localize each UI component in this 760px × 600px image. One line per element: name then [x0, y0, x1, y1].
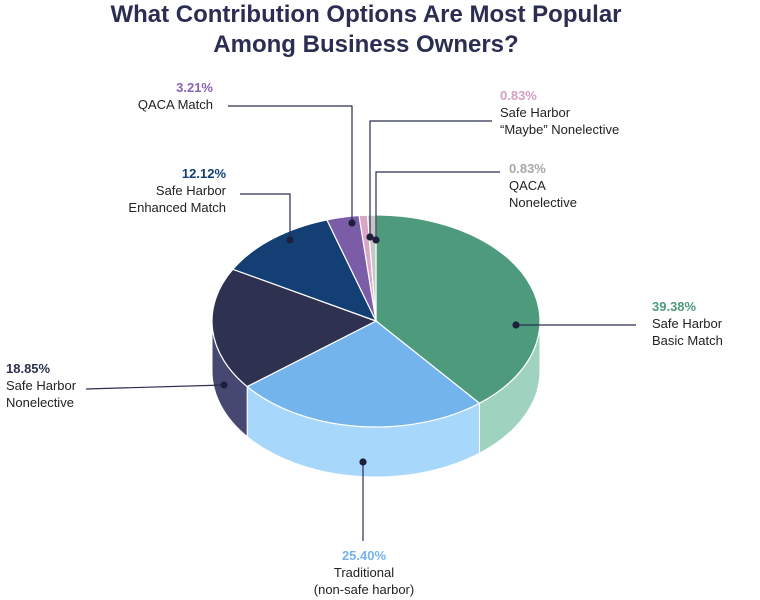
slice-percent-safe-harbor-nonelective: 18.85% [6, 361, 51, 376]
leader-dot-safe-harbor-enhanced-match [286, 236, 294, 244]
leader-dot-safe-harbor-nonelective [220, 381, 228, 389]
slice-label-safe-harbor-maybe-nonelective-line-1: Safe Harbor [500, 105, 571, 120]
slice-labels: 39.38% Safe Harbor Basic Match 25.40% Tradit… [6, 80, 723, 597]
slice-label-safe-harbor-enhanced-match-line-2: Enhanced Match [128, 200, 226, 215]
leader-dot-qaca-match [348, 219, 356, 227]
leader-line-safe-harbor-enhanced-match [240, 193, 291, 240]
slice-label-traditional-non-safe-harbor-line-2: (non-safe harbor) [314, 582, 414, 597]
slice-label-safe-harbor-maybe-nonelective-line-2: “Maybe” Nonelective [500, 122, 619, 137]
leader-line-safe-harbor-maybe-nonelective [369, 120, 492, 237]
slice-label-safe-harbor-enhanced-match-line-1: Safe Harbor [156, 183, 227, 198]
pie-slice-safe-harbor-enhanced-match [231, 219, 378, 323]
slice-percent-qaca-match: 3.21% [176, 80, 213, 95]
pie-slices [211, 214, 541, 428]
pie-slice-safe-harbor-basic-match [375, 214, 541, 404]
chart-title-line-1: What Contribution Options Are Most Popul… [110, 1, 621, 28]
leader-dot-qaca-nonelective [372, 236, 380, 244]
chart-title-line-2: Among Business Owners? [213, 31, 518, 58]
slice-label-traditional-non-safe-harbor-line-1: Traditional [334, 565, 394, 580]
leader-line-qaca-match [228, 105, 353, 223]
leader-dot-safe-harbor-basic-match [512, 321, 520, 329]
leader-line-safe-harbor-nonelective [85, 384, 225, 390]
slice-percent-safe-harbor-maybe-nonelective: 0.83% [500, 88, 537, 103]
pie-slice-traditional-non-safe-harbor [246, 320, 481, 428]
slice-label-safe-harbor-nonelective-line-1: Safe Harbor [6, 378, 77, 393]
slice-label-safe-harbor-nonelective-line-2: Nonelective [6, 395, 74, 410]
leader-line-qaca-nonelective [375, 171, 500, 240]
slice-label-qaca-match-line-1: QACA Match [138, 97, 213, 112]
leader-dot-safe-harbor-maybe-nonelective [366, 233, 374, 241]
slice-label-safe-harbor-basic-match-line-2: Basic Match [652, 333, 723, 348]
slice-percent-safe-harbor-enhanced-match: 12.12% [182, 166, 227, 181]
slice-percent-qaca-nonelective: 0.83% [509, 161, 546, 176]
leader-lines [85, 105, 636, 541]
slice-label-qaca-nonelective-line-2: Nonelective [509, 195, 577, 210]
slice-label-qaca-nonelective-line-1: QACA [509, 178, 546, 193]
slice-percent-traditional-non-safe-harbor: 25.40% [342, 548, 387, 563]
slice-percent-safe-harbor-basic-match: 39.38% [652, 299, 697, 314]
slice-label-safe-harbor-basic-match-line-1: Safe Harbor [652, 316, 723, 331]
leader-dot-traditional-non-safe-harbor [359, 458, 367, 466]
pie-slice-safe-harbor-nonelective [211, 268, 378, 388]
